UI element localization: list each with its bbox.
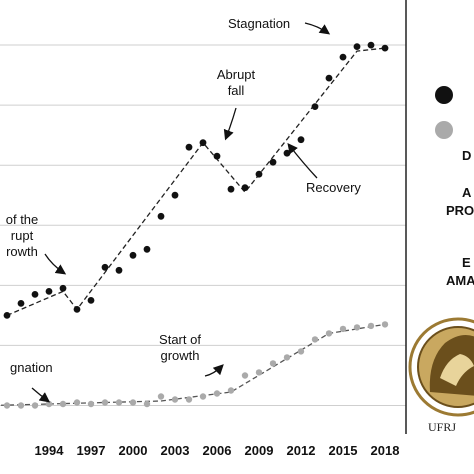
data-point-series-1 — [171, 191, 179, 199]
annotation-text: of the rupt rowth — [6, 212, 39, 259]
ufrj-logo: UFRJ — [408, 317, 474, 434]
logo-outer-ring — [408, 317, 474, 417]
data-point-series-2 — [199, 393, 207, 400]
data-point-series-1 — [45, 288, 53, 295]
x-tick-label: 2006 — [203, 443, 232, 458]
data-point-series-1 — [325, 74, 333, 82]
logo-label: UFRJ — [428, 420, 456, 434]
data-point-series-2 — [17, 402, 25, 409]
annotation-arrows — [31, 22, 331, 403]
data-point-series-1 — [297, 136, 305, 144]
x-tick-label: 2012 — [287, 443, 316, 458]
data-point-series-2 — [255, 369, 263, 376]
x-tick-label: 2000 — [119, 443, 148, 458]
data-point-series-1 — [255, 170, 263, 178]
data-point-series-1 — [311, 103, 319, 110]
data-point-series-2 — [185, 396, 193, 403]
data-point-series-1 — [241, 184, 249, 192]
data-point-series-2 — [241, 372, 249, 379]
gridlines — [0, 44, 406, 406]
legend-marker-series-1 — [435, 86, 453, 104]
data-point-series-2 — [381, 321, 389, 328]
annotation-arrow — [287, 142, 318, 179]
data-point-series-1 — [339, 53, 347, 61]
data-point-series-2 — [311, 336, 319, 343]
side-text-line-1: D — [462, 148, 471, 163]
x-axis-ticks: 1994 1997 2000 2003 2006 2009 2012 2015 2018 — [35, 443, 400, 458]
annotation-text: gnation — [10, 360, 53, 375]
annotation-arrow — [204, 364, 224, 377]
x-tick-label: 2015 — [329, 443, 358, 458]
data-point-series-2 — [31, 402, 39, 409]
data-point-series-1 — [87, 297, 95, 304]
data-point-series-2 — [3, 402, 11, 409]
data-point-series-2 — [325, 330, 333, 337]
annotation-arrow — [223, 107, 237, 141]
data-point-series-2 — [227, 387, 235, 394]
data-point-series-1 — [101, 263, 109, 271]
x-tick-label: 1994 — [35, 443, 65, 458]
data-point-series-1 — [353, 43, 361, 50]
data-point-series-1 — [227, 185, 235, 193]
data-point-series-2 — [213, 390, 221, 397]
data-point-series-2 — [59, 400, 67, 408]
x-tick-label: 2003 — [161, 443, 190, 458]
legend — [435, 86, 453, 139]
annotation-arrow — [31, 387, 51, 403]
side-text-line-5: AMA — [446, 273, 474, 288]
annotation-arrow — [304, 22, 331, 35]
data-point-series-2 — [73, 399, 81, 406]
data-point-series-2 — [367, 322, 375, 330]
annotation-arrow — [44, 253, 67, 275]
side-text-line-3: PRO — [446, 203, 474, 218]
annotation-text: Start of growth — [159, 332, 201, 363]
data-point-series-2 — [353, 324, 361, 331]
data-point-series-2 — [87, 400, 95, 408]
data-point-series-1 — [59, 284, 67, 292]
data-point-series-1 — [367, 41, 375, 49]
x-tick-label: 1997 — [77, 443, 106, 458]
data-point-series-2 — [115, 399, 123, 406]
data-point-series-1 — [143, 245, 151, 253]
data-point-series-1 — [17, 300, 25, 307]
data-point-series-2 — [101, 399, 109, 406]
data-point-series-1 — [3, 312, 11, 319]
annotation-text: Recovery — [306, 180, 361, 195]
side-text-line-2: A — [462, 185, 472, 200]
data-point-series-1 — [73, 306, 81, 313]
data-point-series-1 — [185, 143, 193, 151]
data-point-series-1 — [269, 158, 277, 166]
data-point-series-2 — [297, 348, 305, 355]
data-point-series-1 — [381, 44, 389, 52]
data-point-series-2 — [129, 399, 137, 406]
legend-marker-series-2 — [435, 121, 453, 139]
data-point-series-2 — [45, 400, 53, 408]
data-point-series-2 — [339, 325, 347, 333]
x-tick-label: 2009 — [245, 443, 274, 458]
data-point-series-1 — [199, 139, 207, 147]
side-text-line-4: E — [462, 255, 471, 270]
annotation-text: Stagnation — [228, 16, 290, 31]
data-point-series-1 — [115, 266, 123, 274]
data-point-series-2 — [171, 396, 179, 403]
x-tick-label: 2018 — [371, 443, 400, 458]
data-point-series-1 — [213, 152, 221, 160]
data-point-series-2 — [283, 354, 291, 361]
data-points — [3, 41, 389, 409]
data-point-series-1 — [283, 149, 291, 157]
data-point-series-1 — [129, 251, 137, 259]
data-point-series-1 — [31, 291, 39, 298]
data-point-series-2 — [157, 393, 165, 400]
annotations: Stagnation Abrupt fall Recovery of the rupt ro… — [6, 16, 362, 375]
annotation-text: Abrupt fall — [217, 67, 256, 98]
data-point-series-2 — [143, 400, 151, 408]
side-text-block: D A PRO E AMA — [446, 148, 474, 288]
logo-face-detail — [440, 354, 474, 386]
data-point-series-2 — [269, 360, 277, 367]
data-point-series-1 — [157, 212, 165, 220]
